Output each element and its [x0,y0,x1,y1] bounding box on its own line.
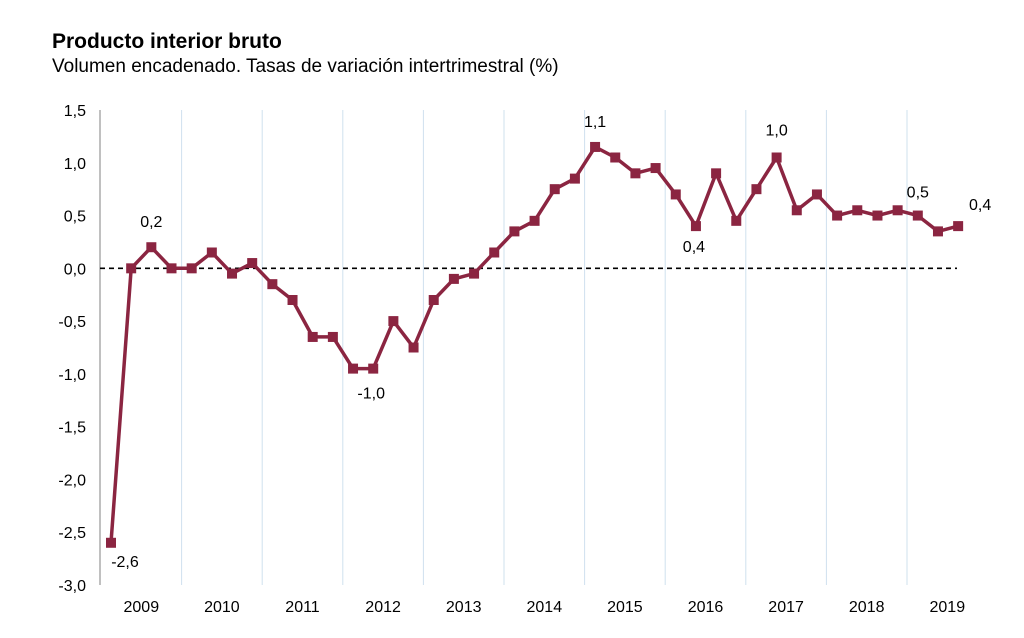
data-point [469,268,480,279]
data-point [247,258,258,269]
series-markers [106,141,964,548]
data-point [146,242,157,253]
data-point [932,226,943,237]
data-point [912,210,923,221]
data-point [670,189,681,200]
chart-title: Producto interior bruto [52,30,282,53]
x-tick-label: 2017 [768,599,804,616]
data-point [751,184,762,195]
x-tick-label: 2019 [930,599,966,616]
data-label: 0,4 [969,197,991,214]
y-tick-label: -1,0 [58,367,86,384]
grid-lines [181,110,908,585]
x-tick-label: 2016 [688,599,724,616]
data-point [650,163,661,174]
data-point [106,537,116,548]
data-point [832,210,843,221]
data-point [408,342,419,353]
y-tick-label: 0,5 [64,209,86,226]
y-tick-label: -0,5 [58,314,86,331]
data-point [509,226,520,237]
series-line [109,145,959,543]
y-tick-label: 0,0 [64,261,86,278]
data-label: 0,2 [140,214,162,231]
data-point [630,168,641,179]
data-point [852,205,863,216]
data-point [348,363,359,374]
x-tick-label: 2018 [849,599,885,616]
data-point [227,268,238,279]
x-tick-label: 2014 [527,599,563,616]
y-tick-label: -2,0 [58,472,86,489]
data-label: 0,4 [683,239,705,256]
y-tick-label: -2,5 [58,525,86,542]
data-point [953,221,964,232]
data-point [610,152,621,163]
x-axis-ticks: 2009 2010 2011 2012 2013 2014 2015 2016 2017 2018… [124,599,966,616]
data-point [590,141,601,152]
x-tick-label: 2012 [365,599,401,616]
data-label: -2,6 [111,554,139,571]
y-tick-label: -1,5 [58,420,86,437]
y-axis-ticks: 1,5 1,0 0,5 0,0 -0,5 -1,0 -1,5 -2,0 -2,5 -3,0 [58,103,86,595]
x-tick-label: 2013 [446,599,482,616]
y-tick-label: 1,5 [64,103,86,120]
chart-subtitle: Volumen encadenado. Tasas de variación i… [52,56,559,77]
data-point [327,331,338,342]
data-point [892,205,903,216]
data-label: 1,0 [765,123,787,140]
data-label: -1,0 [357,386,385,403]
data-point [549,184,560,195]
y-tick-label: 1,0 [64,156,86,173]
data-point [791,205,802,216]
data-point [569,173,580,184]
data-point [368,363,379,374]
x-tick-label: 2010 [204,599,240,616]
data-point [206,247,217,258]
data-point [690,221,701,232]
data-point [186,263,197,274]
data-point [529,215,540,226]
data-point [267,279,278,290]
data-label: 1,1 [584,114,606,131]
data-point [126,263,137,274]
data-point [731,215,742,226]
data-point [489,247,500,258]
x-tick-label: 2015 [607,599,643,616]
data-point [388,316,399,327]
data-point [811,189,822,200]
data-point [166,263,177,274]
x-tick-label: 2009 [124,599,160,616]
y-tick-label: -3,0 [58,578,86,595]
data-labels: -2,6 0,2 -1,0 1,1 0,4 1,0 0,5 0,4 [111,114,991,571]
data-label: 0,5 [907,185,929,202]
data-point [771,152,782,163]
data-point [872,210,883,221]
data-point [287,295,298,305]
x-tick-label: 2011 [285,599,320,616]
data-point [448,273,459,284]
data-point [711,168,722,179]
data-point [307,331,318,342]
data-point [428,295,439,305]
